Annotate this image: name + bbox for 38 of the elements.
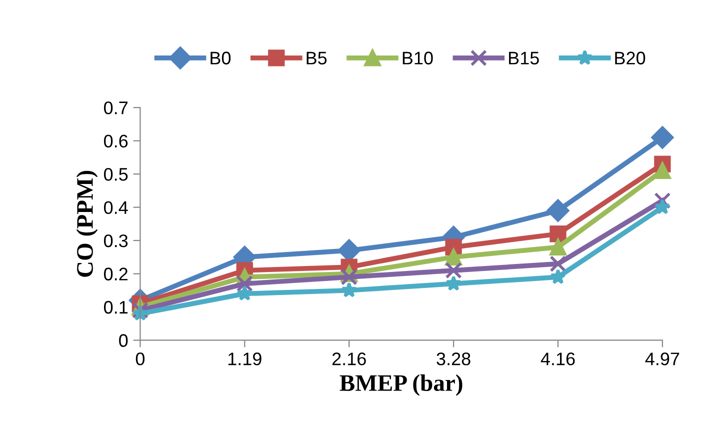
y-tick-label: 0.7 xyxy=(104,101,128,114)
point xyxy=(651,126,674,149)
point xyxy=(654,192,671,209)
x-tick-label: 0 xyxy=(136,352,145,366)
y-tick-label: 0 xyxy=(119,334,128,347)
x-tick-label: 4.97 xyxy=(645,352,680,366)
legend-label: B20 xyxy=(615,52,646,64)
y-tick-label: 0.6 xyxy=(104,134,128,148)
y-axis-title: CO (PPM) xyxy=(76,170,98,277)
point xyxy=(550,255,566,272)
point xyxy=(446,275,462,291)
point xyxy=(546,199,570,222)
x-tick-label: 2.16 xyxy=(332,352,366,366)
point xyxy=(550,238,566,256)
y-tick-label: 0.5 xyxy=(104,168,128,181)
point xyxy=(550,268,566,284)
point xyxy=(654,162,671,180)
x-tick-label: 3.28 xyxy=(436,352,470,366)
y-tick-label: 0.1 xyxy=(104,300,128,314)
legend-label: B10 xyxy=(402,52,433,64)
point xyxy=(340,268,358,286)
point xyxy=(654,198,670,214)
point xyxy=(341,282,358,298)
point xyxy=(236,275,253,292)
point xyxy=(236,285,253,301)
legend-label: B5 xyxy=(306,52,327,64)
x-axis-title: BMEP (bar) xyxy=(340,374,462,396)
point xyxy=(445,262,462,279)
y-tick-label: 0.4 xyxy=(104,201,128,214)
legend-label: B0 xyxy=(210,52,231,64)
x-tick-label: 1.19 xyxy=(228,352,262,366)
x-tick-label: 4.16 xyxy=(540,352,575,366)
y-tick-label: 0.3 xyxy=(104,234,128,248)
y-tick-label: 0.2 xyxy=(104,268,128,280)
point xyxy=(550,226,566,242)
point xyxy=(132,302,149,319)
point xyxy=(445,248,462,266)
legend-label: B15 xyxy=(509,52,539,64)
